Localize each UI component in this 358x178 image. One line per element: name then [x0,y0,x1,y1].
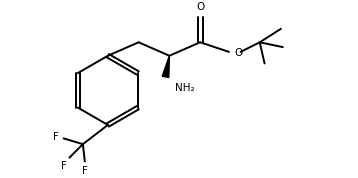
Text: F: F [61,161,67,171]
Text: O: O [235,48,243,58]
Text: O: O [196,2,204,12]
Text: NH₂: NH₂ [175,83,195,93]
Text: F: F [82,166,88,176]
Text: F: F [53,132,59,142]
Polygon shape [162,56,169,77]
